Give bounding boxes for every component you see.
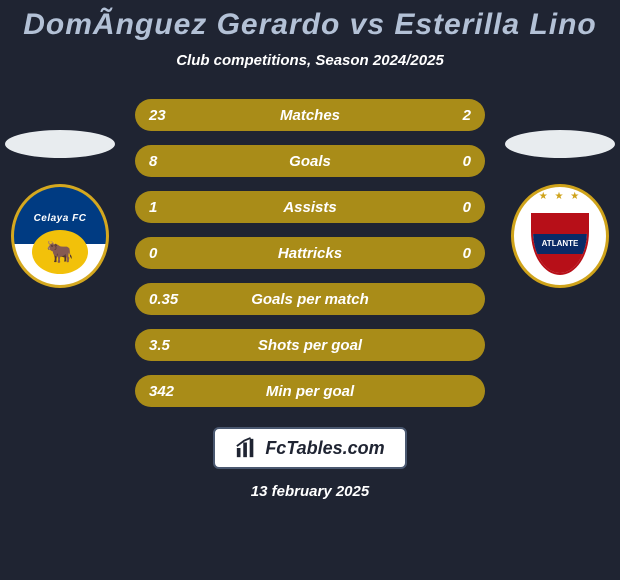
stat-row: 1Assists0 — [135, 191, 485, 223]
chart-icon — [235, 437, 257, 459]
stat-row: 23Matches2 — [135, 99, 485, 131]
stat-label: Goals — [135, 153, 485, 170]
brand-text: FcTables.com — [265, 438, 384, 459]
crest-atlante: ★ ★ ★ ATLANTE — [511, 184, 609, 288]
halo-right — [505, 130, 615, 158]
stat-row: 3.5Shots per goal — [135, 329, 485, 361]
crest-atlante-stars: ★ ★ ★ — [539, 191, 581, 202]
stat-label: Shots per goal — [135, 337, 485, 354]
stat-label: Hattricks — [135, 245, 485, 262]
crest-celaya: Celaya FC 🐂 — [11, 184, 109, 288]
crest-atlante-shield: ATLANTE — [531, 213, 589, 275]
crest-celaya-label: Celaya FC — [34, 213, 87, 224]
stat-right-value: 2 — [463, 107, 471, 124]
brand-box: FcTables.com — [213, 427, 406, 469]
crest-atlante-label: ATLANTE — [542, 239, 579, 248]
comparison-card: DomÃ­nguez Gerardo vs Esterilla Lino Clu… — [0, 0, 620, 580]
season-subtitle: Club competitions, Season 2024/2025 — [0, 52, 620, 69]
stat-right-value: 0 — [463, 199, 471, 216]
stat-row: 0Hattricks0 — [135, 237, 485, 269]
stat-label: Assists — [135, 199, 485, 216]
stat-row: 0.35Goals per match — [135, 283, 485, 315]
shield-band-red — [533, 215, 587, 234]
bull-icon: 🐂 — [46, 239, 73, 265]
stats-list: 23Matches28Goals01Assists00Hattricks00.3… — [135, 99, 485, 407]
date-label: 13 february 2025 — [251, 483, 369, 500]
page-title: DomÃ­nguez Gerardo vs Esterilla Lino — [0, 8, 620, 42]
stat-row: 342Min per goal — [135, 375, 485, 407]
stat-label: Goals per match — [135, 291, 485, 308]
stat-right-value: 0 — [463, 153, 471, 170]
stat-right-value: 0 — [463, 245, 471, 262]
stat-row: 8Goals0 — [135, 145, 485, 177]
shield-band-blue: ATLANTE — [533, 234, 587, 253]
shield-band-red2 — [533, 254, 587, 273]
stat-label: Matches — [135, 107, 485, 124]
stat-label: Min per goal — [135, 383, 485, 400]
halo-left — [5, 130, 115, 158]
player-left-block: Celaya FC 🐂 — [0, 130, 120, 288]
crest-celaya-oval: 🐂 — [32, 230, 88, 274]
player-right-block: ★ ★ ★ ATLANTE — [500, 130, 620, 288]
footer: FcTables.com 13 february 2025 — [0, 427, 620, 500]
